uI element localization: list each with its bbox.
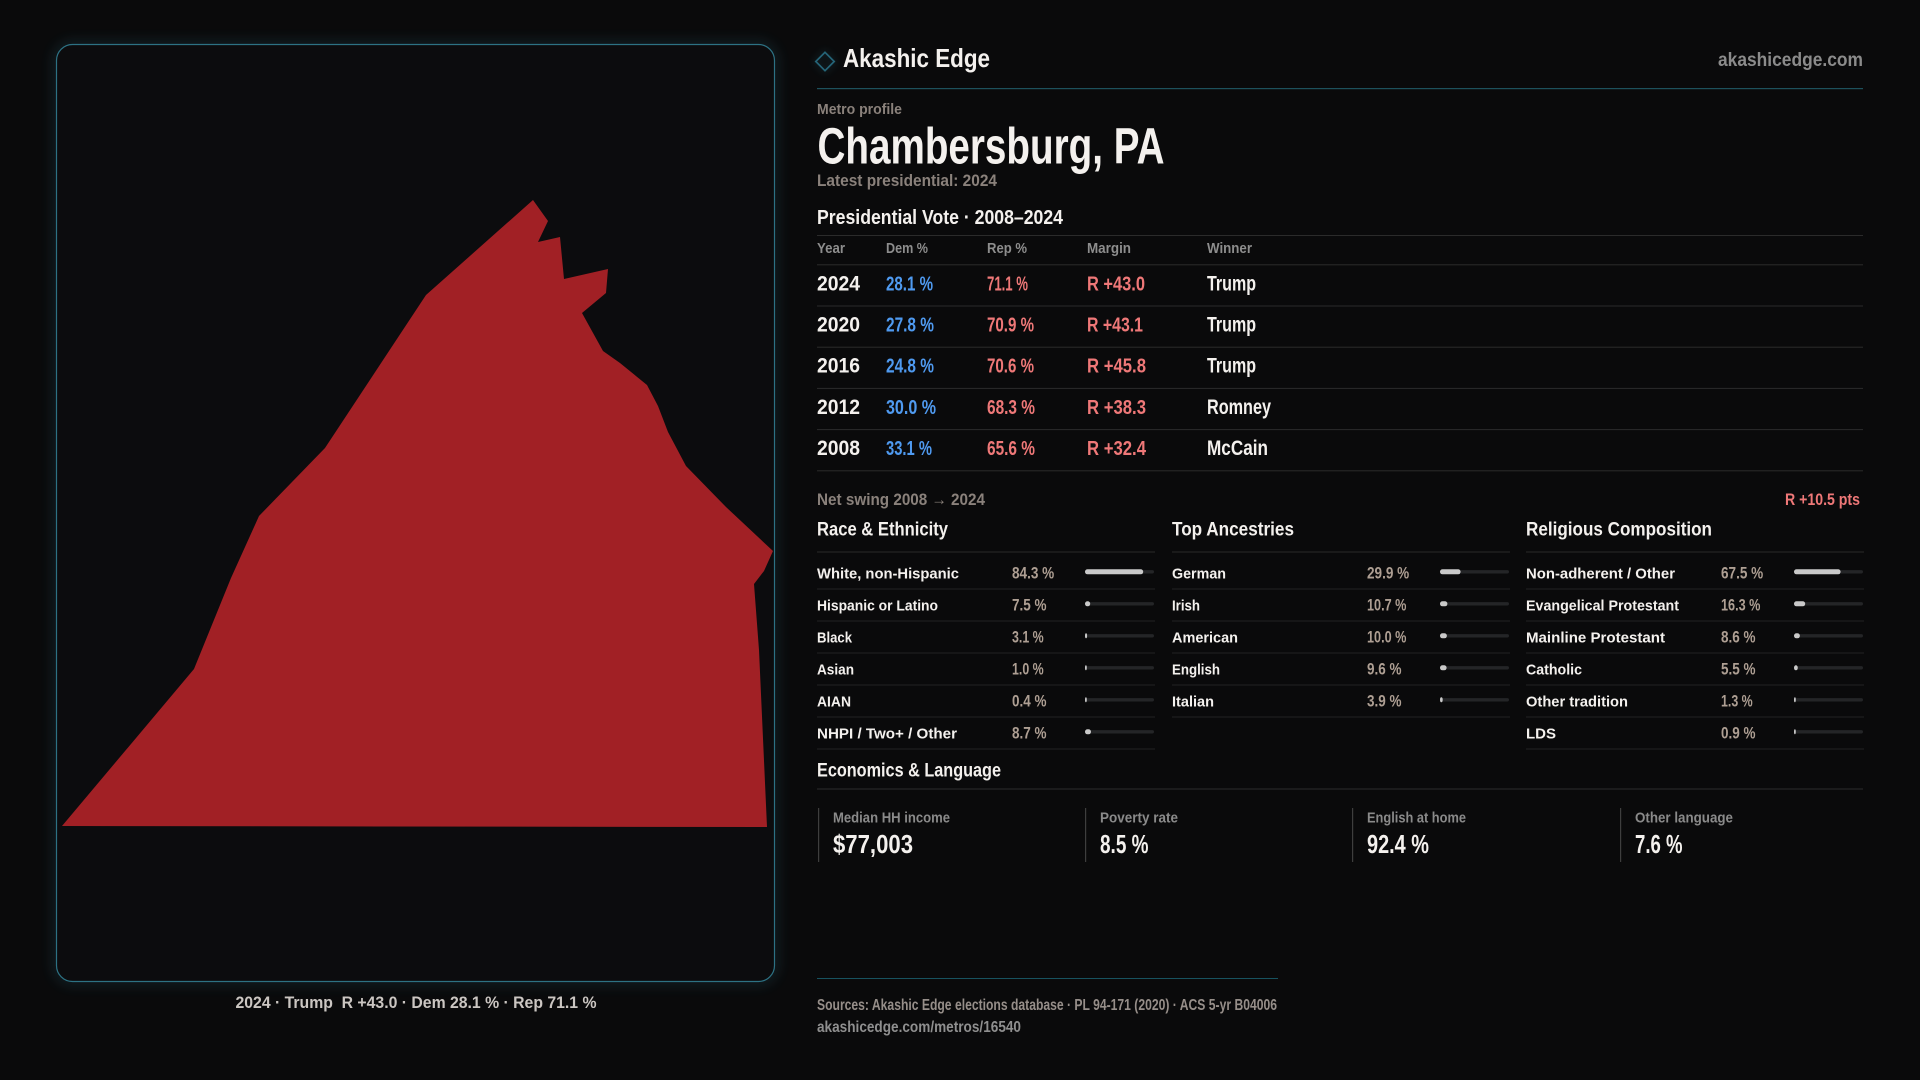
svg-text:7.6 %: 7.6 % [1635,829,1683,859]
svg-text:Winner: Winner [1207,240,1252,257]
svg-text:Latest presidential: 2024: Latest presidential: 2024 [817,171,997,190]
svg-text:70.6 %: 70.6 % [987,356,1034,378]
svg-text:Irish: Irish [1172,598,1200,615]
svg-text:3.1 %: 3.1 % [1012,629,1044,647]
svg-text:7.5 %: 7.5 % [1012,597,1047,615]
svg-text:2012: 2012 [817,396,860,419]
svg-text:Asian: Asian [817,662,854,679]
svg-text:akashicedge.com: akashicedge.com [1718,50,1863,71]
svg-text:33.1 %: 33.1 % [886,438,932,460]
svg-text:Economics & Language: Economics & Language [817,761,1001,782]
svg-text:NHPI / Two+ / Other: NHPI / Two+ / Other [817,726,957,743]
svg-text:68.3 %: 68.3 % [987,397,1035,419]
svg-text:1.3 %: 1.3 % [1721,693,1753,711]
svg-text:29.9 %: 29.9 % [1367,565,1409,583]
svg-text:R +45.8: R +45.8 [1087,356,1146,378]
svg-text:Hispanic or Latino: Hispanic or Latino [817,598,938,615]
svg-text:16.3 %: 16.3 % [1721,597,1761,615]
svg-text:akashicedge.com/metros/16540: akashicedge.com/metros/16540 [817,1019,1021,1036]
svg-text:Margin: Margin [1087,240,1131,257]
svg-text:Presidential Vote · 2008–2024: Presidential Vote · 2008–2024 [817,207,1064,229]
svg-text:24.8 %: 24.8 % [886,356,934,378]
svg-text:McCain: McCain [1207,437,1268,460]
svg-text:Year: Year [817,240,845,257]
svg-text:American: American [1172,630,1238,647]
svg-text:2020: 2020 [817,314,860,337]
svg-text:Net swing 2008 → 2024: Net swing 2008 → 2024 [817,490,985,509]
svg-text:Metro profile: Metro profile [817,101,902,118]
svg-text:1.0 %: 1.0 % [1012,661,1044,679]
svg-text:LDS: LDS [1526,726,1556,743]
svg-text:2008: 2008 [817,437,860,460]
svg-text:English at home: English at home [1367,810,1466,827]
svg-text:67.5 %: 67.5 % [1721,565,1763,583]
svg-text:Akashic Edge: Akashic Edge [843,43,990,73]
svg-text:AIAN: AIAN [817,694,851,711]
svg-text:8.5 %: 8.5 % [1100,829,1149,859]
svg-text:White, non-Hispanic: White, non-Hispanic [817,566,959,583]
svg-text:10.0 %: 10.0 % [1367,629,1407,647]
svg-text:Trump: Trump [1207,314,1256,337]
svg-text:Religious Composition: Religious Composition [1526,520,1712,541]
svg-text:Black: Black [817,630,853,647]
svg-text:R +43.0: R +43.0 [1087,273,1145,295]
svg-text:Catholic: Catholic [1526,662,1582,679]
svg-text:30.0 %: 30.0 % [886,397,936,419]
svg-text:2024 · Trump R +43.0 · Dem 28: 2024 · Trump R +43.0 · Dem 28.1 % · Rep … [236,993,597,1012]
svg-text:28.1 %: 28.1 % [886,273,933,295]
svg-text:5.5 %: 5.5 % [1721,661,1756,679]
svg-text:Trump: Trump [1207,355,1256,378]
svg-text:Top Ancestries: Top Ancestries [1172,520,1294,541]
svg-text:Race & Ethnicity: Race & Ethnicity [817,520,948,541]
svg-text:0.4 %: 0.4 % [1012,693,1047,711]
svg-text:10.7 %: 10.7 % [1367,597,1407,615]
svg-text:Romney: Romney [1207,396,1271,419]
svg-text:Other tradition: Other tradition [1526,694,1628,711]
svg-text:71.1 %: 71.1 % [987,273,1028,295]
svg-text:65.6 %: 65.6 % [987,438,1035,460]
svg-text:Sources: Akashic Edge election: Sources: Akashic Edge elections database… [817,997,1277,1014]
svg-text:0.9 %: 0.9 % [1721,725,1756,743]
svg-text:92.4 %: 92.4 % [1367,829,1429,859]
svg-text:Dem %: Dem % [886,240,928,257]
svg-text:2016: 2016 [817,355,860,378]
svg-text:70.9 %: 70.9 % [987,315,1034,337]
svg-text:Chambersburg, PA: Chambersburg, PA [818,118,1165,175]
svg-text:Italian: Italian [1172,694,1214,711]
svg-text:8.6 %: 8.6 % [1721,629,1756,647]
svg-text:Evangelical Protestant: Evangelical Protestant [1526,598,1679,615]
svg-text:2024: 2024 [817,272,860,295]
svg-text:Non-adherent / Other: Non-adherent / Other [1526,566,1675,583]
svg-text:Poverty rate: Poverty rate [1100,810,1178,827]
svg-text:R +43.1: R +43.1 [1087,315,1143,337]
svg-text:Other language: Other language [1635,810,1733,827]
svg-text:R +32.4: R +32.4 [1087,438,1147,460]
svg-text:27.8 %: 27.8 % [886,315,934,337]
svg-text:Rep %: Rep % [987,240,1027,257]
svg-text:Mainline Protestant: Mainline Protestant [1526,630,1665,647]
svg-text:3.9 %: 3.9 % [1367,693,1402,711]
svg-text:German: German [1172,566,1226,583]
svg-text:9.6 %: 9.6 % [1367,661,1402,679]
svg-text:R +10.5 pts: R +10.5 pts [1785,490,1860,509]
svg-text:English: English [1172,662,1220,679]
svg-text:Trump: Trump [1207,272,1256,295]
svg-text:8.7 %: 8.7 % [1012,725,1047,743]
svg-text:$77,003: $77,003 [833,829,913,859]
svg-text:84.3 %: 84.3 % [1012,565,1054,583]
svg-text:Median HH income: Median HH income [833,810,950,827]
svg-text:R +38.3: R +38.3 [1087,397,1146,419]
